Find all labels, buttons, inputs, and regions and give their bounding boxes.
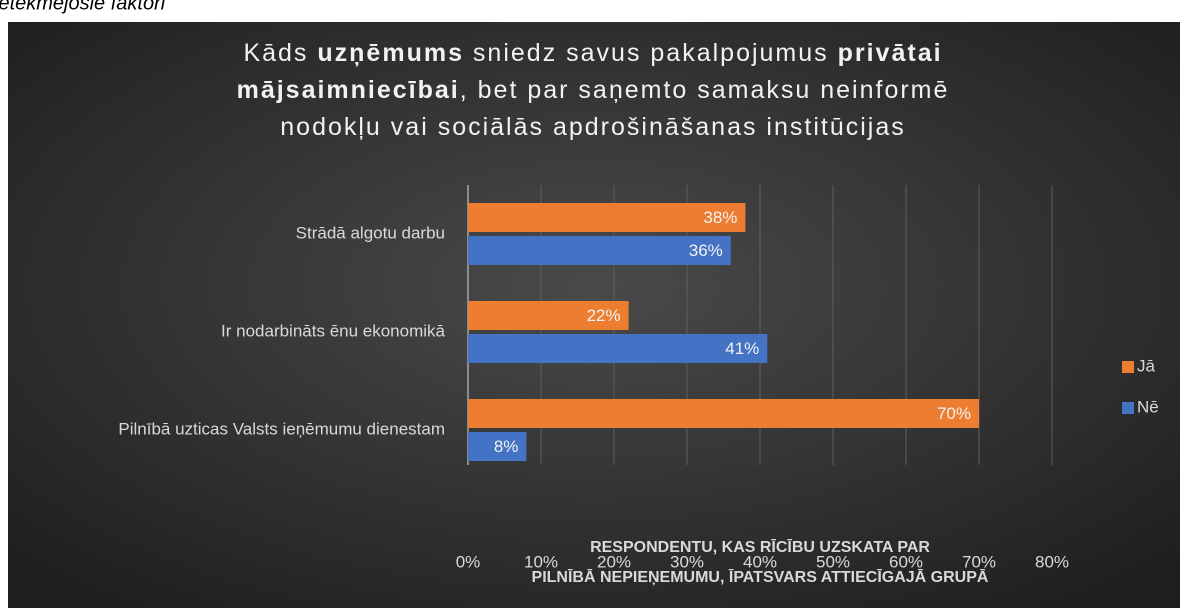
title-run: uzņēmums: [317, 39, 464, 67]
y-tick-label: Ir nodarbināts ēnu ekonomikā: [221, 321, 446, 340]
data-label: 70%: [937, 404, 971, 423]
data-label: 22%: [587, 306, 621, 325]
bar: [468, 432, 527, 461]
x-axis-title: PILNĪBĀ NEPIEŅEMUMU, ĪPATSVARS ATTIECĪGA…: [532, 567, 989, 586]
x-tick-label: 50%: [816, 552, 850, 571]
x-tick-label: 60%: [889, 552, 923, 571]
x-tick-label: 80%: [1035, 552, 1069, 571]
x-tick-label: 20%: [597, 552, 631, 571]
data-label: 38%: [703, 208, 737, 227]
title-run: sniedz savus pakalpojumus: [464, 39, 838, 67]
chart-title: Kāds uzņēmums sniedz savus pakalpojumus …: [243, 39, 942, 67]
title-run: nodokļu vai sociālās apdrošināšanas inst…: [280, 113, 905, 141]
legend-swatch: [1122, 402, 1134, 414]
bar: [468, 334, 768, 363]
legend-swatch: [1122, 361, 1134, 373]
x-tick-label: 10%: [524, 552, 558, 571]
bar: [468, 399, 979, 428]
caption: ietekmējošie faktori: [0, 0, 166, 14]
x-tick-label: 40%: [743, 552, 777, 571]
bar: [468, 236, 731, 265]
title-run: , bet par saņemto samaksu neinformē: [460, 76, 950, 104]
legend-label: Jā: [1137, 356, 1156, 375]
data-label: 36%: [689, 241, 723, 260]
x-tick-label: 70%: [962, 552, 996, 571]
title-run: privātai: [838, 39, 943, 67]
bar: [468, 301, 629, 330]
y-tick-label: Pilnībā uzticas Valsts ieņēmumu dienesta…: [118, 419, 445, 438]
title-run: mājsaimniecībai: [237, 76, 460, 104]
y-tick-label: Strādā algotu darbu: [296, 223, 445, 242]
title-run: Kāds: [243, 39, 317, 67]
data-label: 8%: [494, 437, 519, 456]
data-label: 41%: [725, 339, 759, 358]
bar: [468, 203, 746, 232]
x-axis-title: RESPONDENTU, KAS RĪCĪBU UZSKATA PAR: [590, 537, 930, 556]
x-tick-label: 0%: [456, 552, 481, 571]
legend-label: Nē: [1137, 397, 1159, 416]
x-tick-label: 30%: [670, 552, 704, 571]
chart-title: nodokļu vai sociālās apdrošināšanas inst…: [280, 113, 905, 141]
chart-title: mājsaimniecībai, bet par saņemto samaksu…: [237, 76, 950, 104]
